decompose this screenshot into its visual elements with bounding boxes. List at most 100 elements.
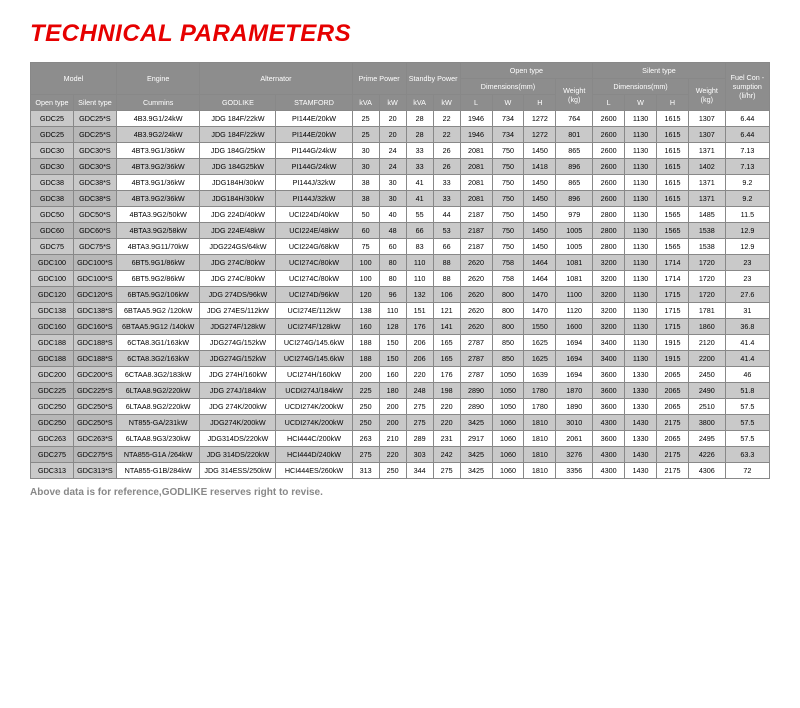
table-row: GDC100GDC100*S6BT5.9G1/86kWJDG 274C/80kW… [31, 255, 770, 271]
cell-h2: 2175 [657, 415, 689, 431]
cell-h: 1464 [524, 271, 556, 287]
cell-l: 2081 [460, 191, 492, 207]
cell-l2: 2600 [593, 143, 625, 159]
cell-st: GDC188*S [73, 351, 116, 367]
cell-w2: 1130 [625, 127, 657, 143]
cell-l: 2890 [460, 383, 492, 399]
cell-ot: GDC25 [31, 111, 74, 127]
cell-w2: 1330 [625, 431, 657, 447]
cell-sk: 206 [406, 351, 433, 367]
cell-pw: 96 [379, 287, 406, 303]
cell-w: 758 [492, 255, 524, 271]
cell-sf: PI144J/32kW [276, 191, 352, 207]
cell-fc: 9.2 [725, 191, 769, 207]
cell-w2: 1130 [625, 319, 657, 335]
cell-st: GDC120*S [73, 287, 116, 303]
cell-fc: 57.5 [725, 431, 769, 447]
cell-l2: 2800 [593, 239, 625, 255]
cell-wt: 801 [556, 127, 593, 143]
table-row: GDC30GDC30*S4BT3.9G1/36kWJDG 184G/25kWPI… [31, 143, 770, 159]
cell-wt2: 2120 [688, 335, 725, 351]
cell-pk: 275 [352, 447, 379, 463]
cell-pw: 20 [379, 127, 406, 143]
cell-h: 1272 [524, 127, 556, 143]
cell-sw: 106 [433, 287, 460, 303]
table-row: GDC60GDC60*S4BTA3.9G2/58kWJDG 224E/48kWU… [31, 223, 770, 239]
cell-l: 2787 [460, 335, 492, 351]
cell-wt2: 1720 [688, 255, 725, 271]
cell-l: 1946 [460, 127, 492, 143]
cell-sf: PI144E/20kW [276, 111, 352, 127]
hdr-open: Open type [31, 95, 74, 111]
cell-sk: 66 [406, 223, 433, 239]
cell-pw: 128 [379, 319, 406, 335]
cell-l2: 2800 [593, 207, 625, 223]
cell-sf: UCI274H/160kW [276, 367, 352, 383]
cell-ot: GDC250 [31, 415, 74, 431]
cell-sk: 151 [406, 303, 433, 319]
cell-h: 1810 [524, 415, 556, 431]
cell-l2: 4300 [593, 415, 625, 431]
cell-ot: GDC200 [31, 367, 74, 383]
cell-w2: 1130 [625, 335, 657, 351]
cell-wt: 2061 [556, 431, 593, 447]
cell-w2: 1330 [625, 367, 657, 383]
cell-wt2: 2510 [688, 399, 725, 415]
cell-sf: HCI444C/200kW [276, 431, 352, 447]
cell-wt2: 1720 [688, 271, 725, 287]
cell-l2: 2600 [593, 127, 625, 143]
page-title: TECHNICAL PARAMETERS [30, 20, 780, 48]
cell-wt: 896 [556, 191, 593, 207]
cell-cu: 4BT3.9G2/36kW [116, 191, 199, 207]
cell-sk: 289 [406, 431, 433, 447]
cell-w: 800 [492, 303, 524, 319]
cell-l: 2187 [460, 239, 492, 255]
cell-h2: 1714 [657, 255, 689, 271]
cell-wt2: 1371 [688, 175, 725, 191]
cell-w2: 1430 [625, 447, 657, 463]
cell-w2: 1130 [625, 239, 657, 255]
cell-st: GDC188*S [73, 335, 116, 351]
cell-sf: UCI224E/48kW [276, 223, 352, 239]
cell-fc: 9.2 [725, 175, 769, 191]
cell-h2: 2175 [657, 463, 689, 479]
hdr-kw: kW [379, 95, 406, 111]
cell-go: JDG184H/30kW [200, 175, 276, 191]
cell-h: 1780 [524, 399, 556, 415]
cell-go: JDG 224D/40kW [200, 207, 276, 223]
cell-h: 1470 [524, 303, 556, 319]
cell-st: GDC250*S [73, 399, 116, 415]
cell-sk: 55 [406, 207, 433, 223]
cell-pk: 25 [352, 127, 379, 143]
cell-sk: 41 [406, 175, 433, 191]
cell-pw: 24 [379, 143, 406, 159]
cell-go: JDG 184G/25kW [200, 143, 276, 159]
hdr-H: H [524, 95, 556, 111]
cell-cu: NTA855-G1A /264kW [116, 447, 199, 463]
cell-go: JDG314DS/220kW [200, 431, 276, 447]
hdr-dim-silent: Dimensions(mm) [593, 79, 689, 95]
cell-wt2: 2450 [688, 367, 725, 383]
cell-w2: 1130 [625, 159, 657, 175]
cell-pk: 188 [352, 335, 379, 351]
cell-sf: HCI444ES/260kW [276, 463, 352, 479]
cell-sk: 344 [406, 463, 433, 479]
cell-wt2: 1485 [688, 207, 725, 223]
cell-st: GDC75*S [73, 239, 116, 255]
cell-sw: 66 [433, 239, 460, 255]
cell-sf: PI144G/24kW [276, 159, 352, 175]
cell-wt2: 1538 [688, 223, 725, 239]
cell-st: GDC38*S [73, 175, 116, 191]
parameters-table: Model Engine Alternator Prime Power Stan… [30, 62, 770, 479]
cell-go: JDG274G/152kW [200, 351, 276, 367]
cell-sf: PI144G/24kW [276, 143, 352, 159]
table-body: GDC25GDC25*S4B3.9G1/24kWJDG 184F/22kWPI1… [31, 111, 770, 479]
cell-wt: 3276 [556, 447, 593, 463]
cell-fc: 12.9 [725, 239, 769, 255]
cell-sf: PI144J/32kW [276, 175, 352, 191]
table-row: GDC75GDC75*S4BTA3.9G11/70kWJDG224GS/64kW… [31, 239, 770, 255]
cell-w2: 1130 [625, 351, 657, 367]
cell-l2: 2800 [593, 223, 625, 239]
hdr-H: H [657, 95, 689, 111]
cell-sk: 206 [406, 335, 433, 351]
